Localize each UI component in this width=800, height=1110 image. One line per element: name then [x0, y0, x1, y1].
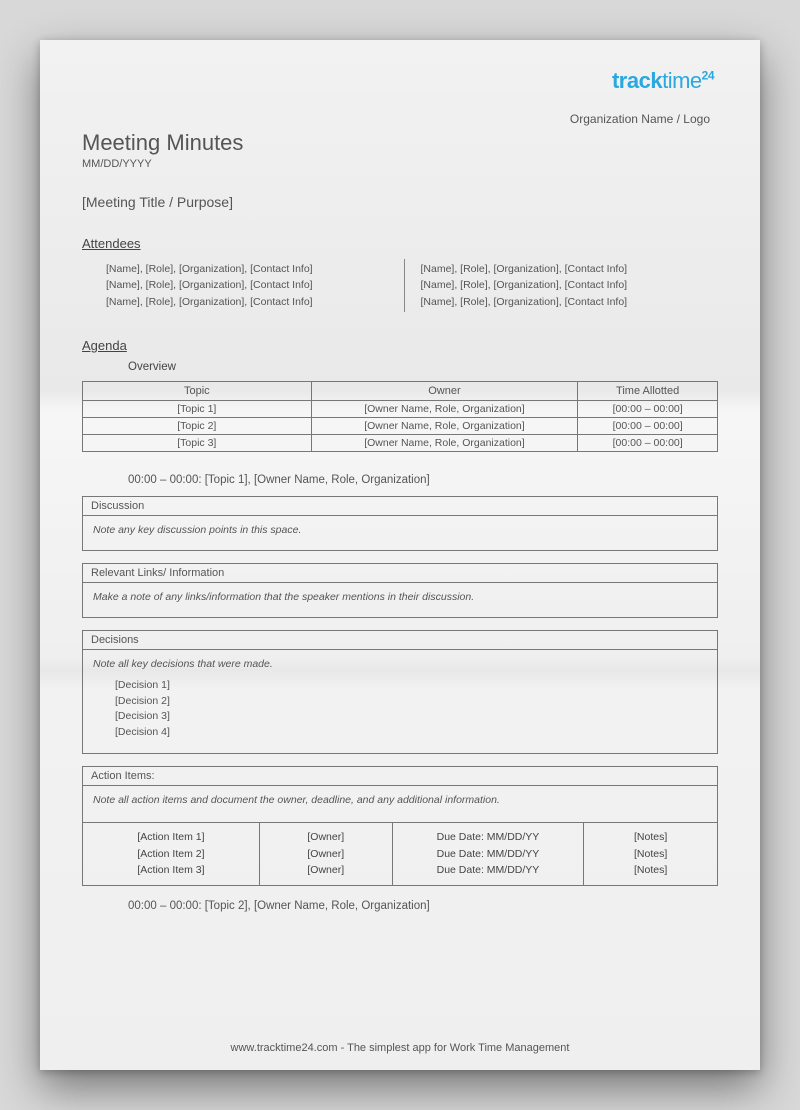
attendees-col-2: [Name], [Role], [Organization], [Contact…: [404, 259, 719, 312]
cell-time: [00:00 – 00:00]: [578, 417, 718, 434]
section-agenda: Agenda: [82, 338, 718, 353]
action-owner: [Owner]: [268, 829, 384, 846]
action-due: Due Date: MM/DD/YY: [401, 862, 576, 879]
decisions-note: Note all key decisions that were made.: [93, 658, 707, 670]
discussion-header: Discussion: [83, 497, 717, 516]
cell-time: [00:00 – 00:00]: [578, 434, 718, 451]
cell-topic: [Topic 2]: [83, 417, 312, 434]
action-due: Due Date: MM/DD/YY: [401, 829, 576, 846]
decision-item: [Decision 2]: [115, 694, 707, 710]
decision-item: [Decision 1]: [115, 678, 707, 694]
decisions-header: Decisions: [83, 631, 717, 650]
decision-item: [Decision 3]: [115, 709, 707, 725]
table-row: [Topic 1] [Owner Name, Role, Organizatio…: [83, 400, 718, 417]
section-attendees: Attendees: [82, 236, 718, 251]
attendee-line: [Name], [Role], [Organization], [Contact…: [106, 277, 392, 293]
cell-owner: [Owner Name, Role, Organization]: [311, 434, 578, 451]
action-item: [Action Item 2]: [91, 846, 251, 863]
attendee-line: [Name], [Role], [Organization], [Contact…: [421, 294, 707, 310]
attendee-line: [Name], [Role], [Organization], [Contact…: [421, 261, 707, 277]
action-item: [Action Item 3]: [91, 862, 251, 879]
cell-topic: [Topic 1]: [83, 400, 312, 417]
attendees-block: [Name], [Role], [Organization], [Contact…: [106, 259, 718, 312]
decisions-list: [Decision 1] [Decision 2] [Decision 3] […: [115, 678, 707, 741]
topic-line-1: 00:00 – 00:00: [Topic 1], [Owner Name, R…: [128, 474, 718, 486]
action-owner: [Owner]: [268, 846, 384, 863]
action-item: [Action Item 1]: [91, 829, 251, 846]
action-notes: [Notes]: [592, 846, 709, 863]
decisions-box: Decisions Note all key decisions that we…: [82, 630, 718, 754]
cell-owner: [Owner Name, Role, Organization]: [311, 400, 578, 417]
document-page: tracktime24 Organization Name / Logo Mee…: [40, 40, 760, 1070]
links-box: Relevant Links/ Information Make a note …: [82, 563, 718, 618]
page-title: Meeting Minutes: [82, 130, 718, 156]
cell-time: [00:00 – 00:00]: [578, 400, 718, 417]
org-name-label: Organization Name / Logo: [570, 112, 710, 126]
brand-light: time: [662, 68, 702, 93]
cell-owner: [Owner Name, Role, Organization]: [311, 417, 578, 434]
links-note: Make a note of any links/information tha…: [93, 591, 707, 603]
brand-sup: 24: [702, 69, 714, 83]
th-topic: Topic: [83, 381, 312, 400]
topic-line-2: 00:00 – 00:00: [Topic 2], [Owner Name, R…: [128, 900, 718, 912]
table-row: [Topic 2] [Owner Name, Role, Organizatio…: [83, 417, 718, 434]
discussion-box: Discussion Note any key discussion point…: [82, 496, 718, 551]
table-row: [Topic 3] [Owner Name, Role, Organizatio…: [83, 434, 718, 451]
actions-box: Action Items: Note all action items and …: [82, 766, 718, 886]
overview-label: Overview: [128, 361, 718, 373]
date-label: MM/DD/YYYY: [82, 158, 718, 170]
action-notes: [Notes]: [592, 829, 709, 846]
overview-table: Topic Owner Time Allotted [Topic 1] [Own…: [82, 381, 718, 452]
brand-bold: track: [612, 68, 662, 93]
meeting-title: [Meeting Title / Purpose]: [82, 194, 718, 210]
brand-logo: tracktime24: [612, 68, 714, 94]
action-due: Due Date: MM/DD/YY: [401, 846, 576, 863]
actions-header: Action Items:: [83, 767, 717, 786]
attendee-line: [Name], [Role], [Organization], [Contact…: [106, 294, 392, 310]
attendee-line: [Name], [Role], [Organization], [Contact…: [106, 261, 392, 277]
actions-grid: [Action Item 1] [Action Item 2] [Action …: [83, 822, 717, 885]
cell-topic: [Topic 3]: [83, 434, 312, 451]
actions-col-item: [Action Item 1] [Action Item 2] [Action …: [83, 823, 260, 885]
th-time: Time Allotted: [578, 381, 718, 400]
footer-text: www.tracktime24.com - The simplest app f…: [40, 1042, 760, 1054]
discussion-note: Note any key discussion points in this s…: [93, 524, 707, 536]
action-notes: [Notes]: [592, 862, 709, 879]
actions-col-owner: [Owner] [Owner] [Owner]: [260, 823, 393, 885]
actions-col-notes: [Notes] [Notes] [Notes]: [584, 823, 717, 885]
th-owner: Owner: [311, 381, 578, 400]
attendees-col-1: [Name], [Role], [Organization], [Contact…: [106, 259, 404, 312]
decision-item: [Decision 4]: [115, 725, 707, 741]
action-owner: [Owner]: [268, 862, 384, 879]
links-header: Relevant Links/ Information: [83, 564, 717, 583]
attendee-line: [Name], [Role], [Organization], [Contact…: [421, 277, 707, 293]
actions-col-due: Due Date: MM/DD/YY Due Date: MM/DD/YY Du…: [393, 823, 585, 885]
actions-note: Note all action items and document the o…: [93, 794, 707, 806]
